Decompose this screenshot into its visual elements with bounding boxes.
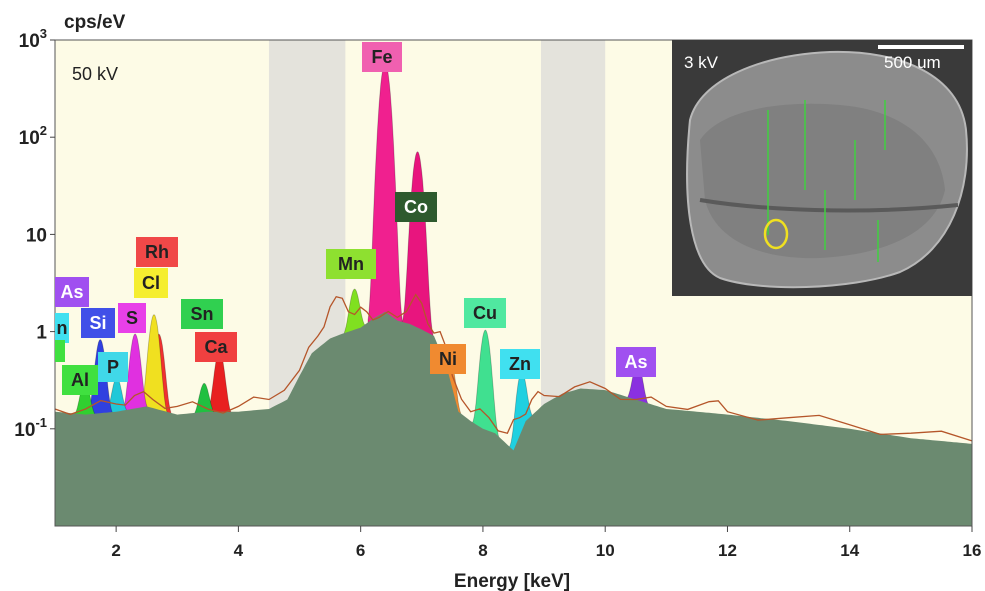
y-tick-label: 10 — [26, 225, 47, 246]
sem-scale-bar — [878, 45, 964, 49]
svg-text:S: S — [126, 308, 138, 328]
element-label-si: Si — [81, 308, 115, 338]
x-axis-ticks: 2 4 6 8 10 12 14 16 — [111, 526, 981, 560]
y-tick-label: 103 — [19, 26, 47, 52]
sem-inset: 3 kV 500 um — [672, 40, 972, 296]
element-label-mn: Mn — [326, 249, 376, 279]
svg-text:Mn: Mn — [338, 254, 364, 274]
element-label-ni: Ni — [430, 344, 466, 374]
x-axis-label: Energy [keV] — [454, 571, 570, 591]
x-tick-label: 16 — [963, 541, 982, 560]
svg-text:Cl: Cl — [142, 273, 160, 293]
voltage-annotation: 50 kV — [72, 64, 118, 84]
element-label-cl: Cl — [134, 268, 168, 298]
svg-text:P: P — [107, 357, 119, 377]
svg-text:As: As — [624, 352, 647, 372]
measured-spectrum-line — [54, 293, 973, 442]
element-labels: Fe Co Mn Cu Zn Ni As Ca Rh ClS P Si Al Sn As n — [55, 42, 656, 395]
svg-text:Fe: Fe — [371, 47, 392, 67]
sem-spectrum-markers — [767, 100, 886, 262]
element-label-partial — [55, 340, 65, 362]
y-tick-label: 1 — [36, 323, 47, 344]
svg-text:Cu: Cu — [473, 303, 497, 323]
background-spectrum-area — [55, 311, 972, 526]
x-tick-label: 14 — [840, 541, 859, 560]
svg-text:Al: Al — [71, 370, 89, 390]
y-tick-label: 102 — [19, 123, 47, 149]
x-tick-label: 10 — [596, 541, 615, 560]
element-label-rh: Rh — [136, 237, 178, 267]
element-label-ca: Ca — [195, 332, 237, 362]
sem-grain-groove — [699, 198, 959, 213]
svg-text:Ca: Ca — [204, 337, 228, 357]
element-label-zn: Zn — [500, 349, 540, 379]
element-label-as: As — [616, 347, 656, 377]
element-label-s: S — [118, 303, 146, 333]
svg-text:Ni: Ni — [439, 349, 457, 369]
sem-grain-shading — [700, 103, 945, 259]
element-label-p: P — [98, 352, 128, 382]
sem-voltage-label: 3 kV — [684, 53, 719, 72]
element-label-as: As — [55, 277, 89, 307]
sem-selected-point-ring — [763, 218, 789, 250]
svg-text:n: n — [57, 318, 68, 338]
svg-text:Si: Si — [89, 313, 106, 333]
x-tick-label: 12 — [718, 541, 737, 560]
element-label-co: Co — [395, 192, 437, 222]
element-label-al: Al — [62, 365, 98, 395]
element-label-sn: Sn — [181, 299, 223, 329]
x-tick-label: 2 — [111, 541, 120, 560]
svg-text:Zn: Zn — [509, 354, 531, 374]
x-tick-label: 8 — [478, 541, 487, 560]
y-axis-label: cps/eV — [64, 12, 126, 33]
element-label-cu: Cu — [464, 298, 506, 328]
x-tick-label: 4 — [234, 541, 244, 560]
svg-text:Sn: Sn — [190, 304, 213, 324]
element-label-n: n — [55, 313, 69, 343]
sem-scale-bar-label: 500 um — [884, 53, 941, 72]
element-label-fe: Fe — [362, 42, 402, 72]
x-tick-label: 6 — [356, 541, 365, 560]
svg-text:Co: Co — [404, 197, 428, 217]
svg-text:Rh: Rh — [145, 242, 169, 262]
y-tick-label: 10-1 — [14, 415, 47, 441]
svg-text:As: As — [60, 282, 83, 302]
